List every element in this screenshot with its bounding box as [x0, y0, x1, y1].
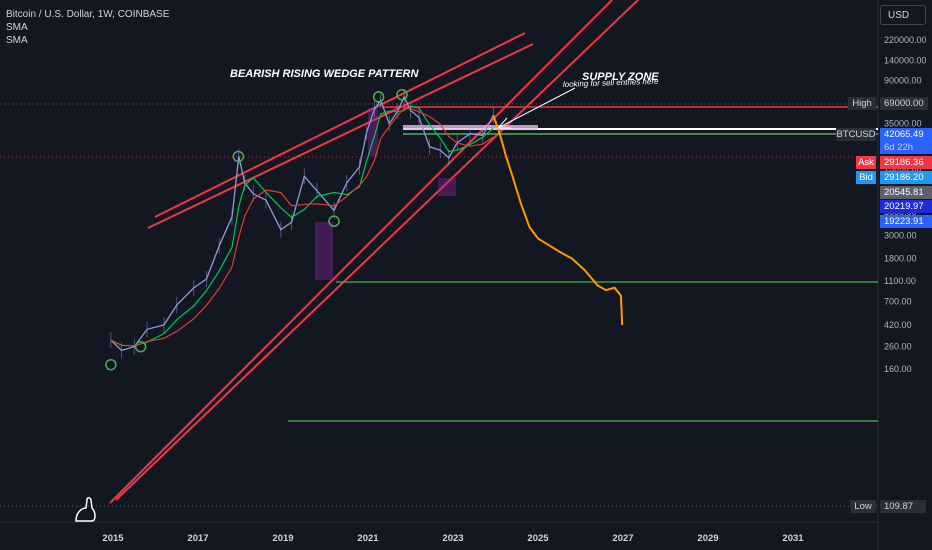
touch-circle-5 [372, 91, 385, 103]
price-tick-label: 3000.00 [884, 230, 917, 240]
ask-value: 29186.36 [880, 156, 932, 169]
time-tick-label: 2019 [272, 533, 293, 544]
note-arrow [497, 87, 576, 129]
symbol-title: Bitcoin / U.S. Dollar, 1W, COINBASE [6, 9, 170, 20]
ask-label: Ask [856, 156, 876, 169]
low-value: 109.87 [880, 500, 926, 513]
high-label: High [848, 97, 876, 110]
bid-label: Bid [856, 171, 876, 184]
price-tick-label: 420.00 [884, 320, 912, 330]
high-value: 69000.00 [880, 97, 928, 110]
price-tick-label: 140000.00 [884, 56, 927, 66]
zone-2020-dip [315, 222, 333, 280]
btc-price-line [110, 95, 494, 352]
touch-circle-6 [396, 88, 408, 101]
price-tick-label: 35000.00 [884, 119, 922, 129]
price-tick-label: 260.00 [884, 342, 912, 352]
chart-legend: Bitcoin / U.S. Dollar, 1W, COINBASE SMA … [6, 8, 169, 47]
touch-circle-1 [105, 358, 117, 371]
price-tick-label: 90000.00 [884, 76, 922, 86]
projection-series [492, 114, 624, 325]
wedge-line-2 [147, 43, 534, 229]
price-tick-label: 160.00 [884, 364, 912, 374]
time-tick-label: 2025 [527, 533, 549, 544]
symbol-label: BTCUSD [836, 128, 876, 141]
wedge-title: BEARISH RISING WEDGE PATTERN [230, 68, 419, 80]
highlight-zones [315, 108, 538, 280]
price-series [110, 88, 494, 359]
time-tick-label: 2017 [187, 533, 208, 544]
time-tick-label: 2027 [612, 533, 633, 544]
price-tick-label: 700.00 [884, 297, 912, 307]
note-arrowhead [496, 117, 511, 129]
tradingview-logo [75, 497, 96, 522]
sma-value-1: 20545.81 [880, 186, 932, 199]
zone-2021-top [368, 108, 378, 156]
time-tick-label: 2023 [442, 533, 463, 544]
time-axis-labels: 2015 2017 2019 2021 2023 2025 2027 2029 2031 [102, 533, 804, 544]
touch-circles [105, 88, 408, 371]
bid-value: 29186.20 [880, 171, 932, 184]
price-tick-label: 1100.00 [884, 276, 916, 286]
sma-lines [110, 105, 494, 347]
supply-zone-band [403, 125, 538, 130]
supply-zone-label: SUPPLY ZONE [582, 71, 659, 83]
sma-fast-line [110, 105, 494, 347]
sma-value-3: 19223.91 [880, 215, 932, 228]
sell-entries-note: looking for sell entries here [563, 77, 659, 89]
touch-circle-4 [328, 215, 340, 227]
indicator-sma-2[interactable]: SMA [6, 35, 28, 46]
wedge-line-4 [115, 0, 639, 501]
sma-slow-line [110, 107, 494, 347]
time-tick-label: 2021 [357, 533, 379, 544]
price-tick-label: 1800.00 [884, 254, 917, 264]
currency-button[interactable]: USD [880, 5, 926, 25]
indicator-sma-1[interactable]: SMA [6, 22, 28, 33]
wedge-line-3 [109, 0, 613, 504]
sma-value-2: 20219.97 [880, 200, 932, 213]
last-price: 42065.49 [880, 128, 932, 141]
projection-line [492, 114, 624, 325]
touch-circle-3 [232, 150, 245, 163]
low-label: Low [850, 500, 876, 513]
time-tick-label: 2015 [102, 533, 124, 544]
zone-2022-bottom [438, 178, 456, 196]
bar-countdown: 6d 22h [880, 141, 932, 154]
time-tick-label: 2029 [697, 533, 718, 544]
touch-circle-2 [134, 340, 147, 353]
price-tick-label: 220000.00 [884, 35, 927, 45]
time-tick-label: 2031 [782, 533, 804, 544]
wedge-line-1 [154, 32, 526, 218]
